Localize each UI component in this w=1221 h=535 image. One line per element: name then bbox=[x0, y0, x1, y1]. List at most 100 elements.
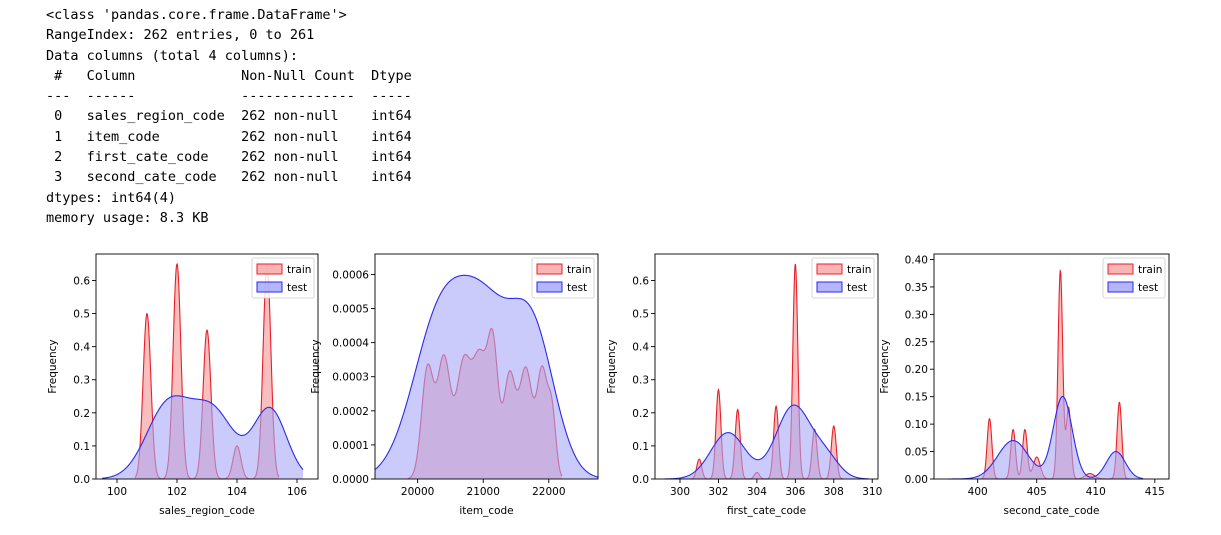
info-line: --- ------ -------------- ----- bbox=[46, 88, 412, 105]
y-tick-label: 0.0006 bbox=[332, 269, 369, 281]
x-tick-label: 308 bbox=[824, 486, 844, 498]
train-legend-label: train bbox=[1138, 264, 1162, 276]
train-legend-label: train bbox=[287, 264, 311, 276]
test-kde-area bbox=[102, 395, 303, 479]
train-legend-swatch bbox=[816, 263, 843, 275]
test-legend-label: test bbox=[567, 282, 587, 294]
chart-panel: 100 102 104 106 0.0 0.1 0.2 0.3 0.4 0.5 0.6 sales_r… bbox=[47, 253, 319, 517]
chart-panel: 400 405 410 415 0.00 0.05 0.10 0.15 0.20 0.25 0.30… bbox=[879, 253, 1170, 517]
y-tick-label: 0.1 bbox=[632, 441, 649, 453]
info-line: 1 item_code 262 non-null int64 bbox=[46, 128, 412, 145]
y-tick-label: 0.3 bbox=[73, 375, 90, 387]
train-legend-swatch bbox=[256, 263, 283, 275]
x-tick-label: 410 bbox=[1086, 486, 1106, 498]
y-tick-label: 0.25 bbox=[905, 337, 928, 349]
x-tick-label: 20000 bbox=[401, 486, 434, 498]
test-legend-swatch bbox=[256, 281, 283, 293]
y-tick-label: 0.0 bbox=[632, 474, 649, 486]
test-legend-label: test bbox=[287, 282, 307, 294]
test-legend-swatch bbox=[1107, 281, 1134, 293]
info-line: Data columns (total 4 columns): bbox=[46, 47, 298, 64]
y-tick-label: 0.10 bbox=[905, 419, 928, 431]
x-tick-label: 302 bbox=[708, 486, 728, 498]
y-tick-label: 0.6 bbox=[73, 275, 90, 287]
train-legend-swatch bbox=[536, 263, 563, 275]
info-line: RangeIndex: 262 entries, 0 to 261 bbox=[46, 27, 315, 44]
y-tick-label: 0.3 bbox=[632, 375, 649, 387]
y-tick-label: 0.0000 bbox=[332, 474, 369, 486]
test-legend-swatch bbox=[816, 281, 843, 293]
info-line: # Column Non-Null Count Dtype bbox=[46, 67, 412, 84]
x-axis-label: item_code bbox=[459, 505, 513, 517]
train-legend-swatch bbox=[1107, 263, 1134, 275]
info-line: 3 second_cate_code 262 non-null int64 bbox=[46, 169, 412, 186]
x-tick-label: 104 bbox=[227, 486, 247, 498]
x-tick-label: 306 bbox=[785, 486, 805, 498]
x-axis-label: second_cate_code bbox=[1003, 505, 1099, 517]
y-tick-label: 0.20 bbox=[905, 364, 928, 376]
y-tick-label: 0.4 bbox=[632, 342, 649, 354]
test-kde-area bbox=[664, 405, 869, 479]
plot-frame bbox=[95, 253, 319, 480]
info-line: 2 first_cate_code 262 non-null int64 bbox=[46, 149, 412, 166]
x-tick-label: 300 bbox=[670, 486, 690, 498]
test-kde-area bbox=[948, 396, 1144, 479]
info-line: memory usage: 8.3 KB bbox=[46, 209, 209, 226]
y-tick-label: 0.0005 bbox=[332, 304, 369, 316]
x-tick-label: 102 bbox=[167, 486, 187, 498]
y-tick-label: 0.4 bbox=[73, 342, 90, 354]
chart-panel: 300 302 304 306 308 310 0.0 0.1 0.2 0.3 0.4 0.5 0.6 f… bbox=[606, 253, 882, 517]
train-legend-label: train bbox=[847, 264, 871, 276]
y-tick-label: 0.6 bbox=[632, 275, 649, 287]
y-tick-label: 0.05 bbox=[905, 447, 928, 459]
y-tick-label: 0.1 bbox=[73, 441, 90, 453]
y-axis-label: Frequency bbox=[606, 339, 618, 393]
test-legend-swatch bbox=[536, 281, 563, 293]
test-legend-label: test bbox=[1138, 282, 1158, 294]
y-tick-label: 0.0004 bbox=[332, 338, 369, 350]
dataframe-info-output: <class 'pandas.core.frame.DataFrame'> Ran… bbox=[46, 5, 412, 228]
y-tick-label: 0.5 bbox=[73, 309, 90, 321]
x-tick-label: 21000 bbox=[467, 486, 500, 498]
chart-panel: 20000 21000 22000 0.0000 0.0001 0.0002 0.0003 0… bbox=[310, 253, 599, 517]
y-tick-label: 0.15 bbox=[905, 392, 928, 404]
x-axis-label: first_cate_code bbox=[727, 505, 806, 517]
x-axis-label: sales_region_code bbox=[159, 505, 255, 517]
y-tick-label: 0.00 bbox=[905, 474, 928, 486]
x-tick-label: 100 bbox=[107, 486, 127, 498]
y-tick-label: 0.5 bbox=[632, 309, 649, 321]
test-kde-line bbox=[374, 274, 599, 478]
info-line: <class 'pandas.core.frame.DataFrame'> bbox=[46, 7, 347, 23]
y-axis-label: Frequency bbox=[879, 339, 891, 393]
x-tick-label: 22000 bbox=[532, 486, 565, 498]
y-tick-label: 0.40 bbox=[905, 254, 928, 266]
x-tick-label: 415 bbox=[1145, 486, 1165, 498]
test-kde-area bbox=[375, 275, 598, 479]
y-tick-label: 0.0002 bbox=[332, 406, 369, 418]
test-legend-label: test bbox=[847, 282, 867, 294]
test-kde-line bbox=[948, 395, 1144, 480]
y-tick-label: 0.0001 bbox=[332, 440, 369, 452]
test-kde-line bbox=[101, 395, 304, 479]
y-tick-label: 0.2 bbox=[632, 408, 649, 420]
info-line: 0 sales_region_code 262 non-null int64 bbox=[46, 108, 412, 125]
x-tick-label: 405 bbox=[1027, 486, 1047, 498]
y-tick-label: 0.0 bbox=[73, 474, 90, 486]
y-tick-label: 0.35 bbox=[905, 282, 928, 294]
x-tick-label: 310 bbox=[862, 486, 882, 498]
plot-frame bbox=[933, 253, 1170, 480]
y-axis-label: Frequency bbox=[310, 339, 322, 393]
plot-frame bbox=[374, 253, 599, 480]
info-line: dtypes: int64(4) bbox=[46, 189, 177, 206]
plot-frame bbox=[654, 253, 879, 480]
x-tick-label: 400 bbox=[968, 486, 988, 498]
test-kde-line bbox=[664, 404, 869, 480]
y-tick-label: 0.30 bbox=[905, 309, 928, 321]
x-tick-label: 106 bbox=[287, 486, 307, 498]
y-tick-label: 0.0003 bbox=[332, 372, 369, 384]
y-tick-label: 0.2 bbox=[73, 408, 90, 420]
y-axis-label: Frequency bbox=[47, 339, 59, 393]
train-legend-label: train bbox=[567, 264, 591, 276]
x-tick-label: 304 bbox=[747, 486, 767, 498]
